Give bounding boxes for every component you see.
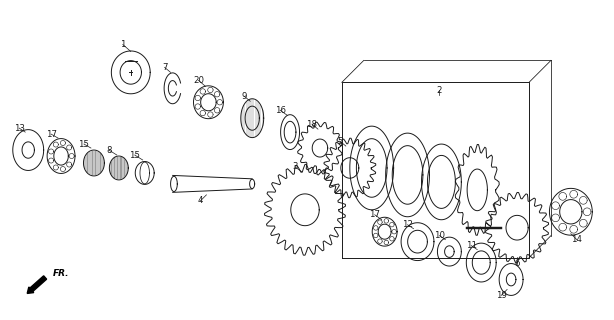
- Text: 15: 15: [130, 150, 140, 160]
- Text: 3: 3: [292, 163, 298, 172]
- Text: 17: 17: [369, 210, 380, 219]
- Text: 16: 16: [274, 106, 286, 115]
- Text: 4: 4: [198, 196, 203, 205]
- Text: 2: 2: [437, 86, 442, 95]
- Text: 12: 12: [402, 220, 413, 229]
- Text: 9: 9: [241, 92, 247, 101]
- Text: FR.: FR.: [53, 269, 69, 278]
- Text: 5: 5: [337, 137, 343, 146]
- Text: 6: 6: [515, 259, 520, 268]
- Text: 20: 20: [193, 76, 204, 85]
- FancyArrow shape: [27, 276, 47, 293]
- Text: 18: 18: [306, 120, 317, 129]
- Text: 10: 10: [434, 231, 445, 240]
- Text: 15: 15: [79, 140, 90, 148]
- Text: 8: 8: [106, 146, 112, 155]
- Text: 7: 7: [162, 63, 168, 72]
- Text: 19: 19: [495, 291, 507, 300]
- Text: 17: 17: [45, 130, 56, 139]
- Text: 13: 13: [14, 124, 25, 132]
- Text: 1: 1: [120, 40, 125, 49]
- Text: 14: 14: [571, 235, 582, 244]
- Text: 11: 11: [466, 241, 477, 250]
